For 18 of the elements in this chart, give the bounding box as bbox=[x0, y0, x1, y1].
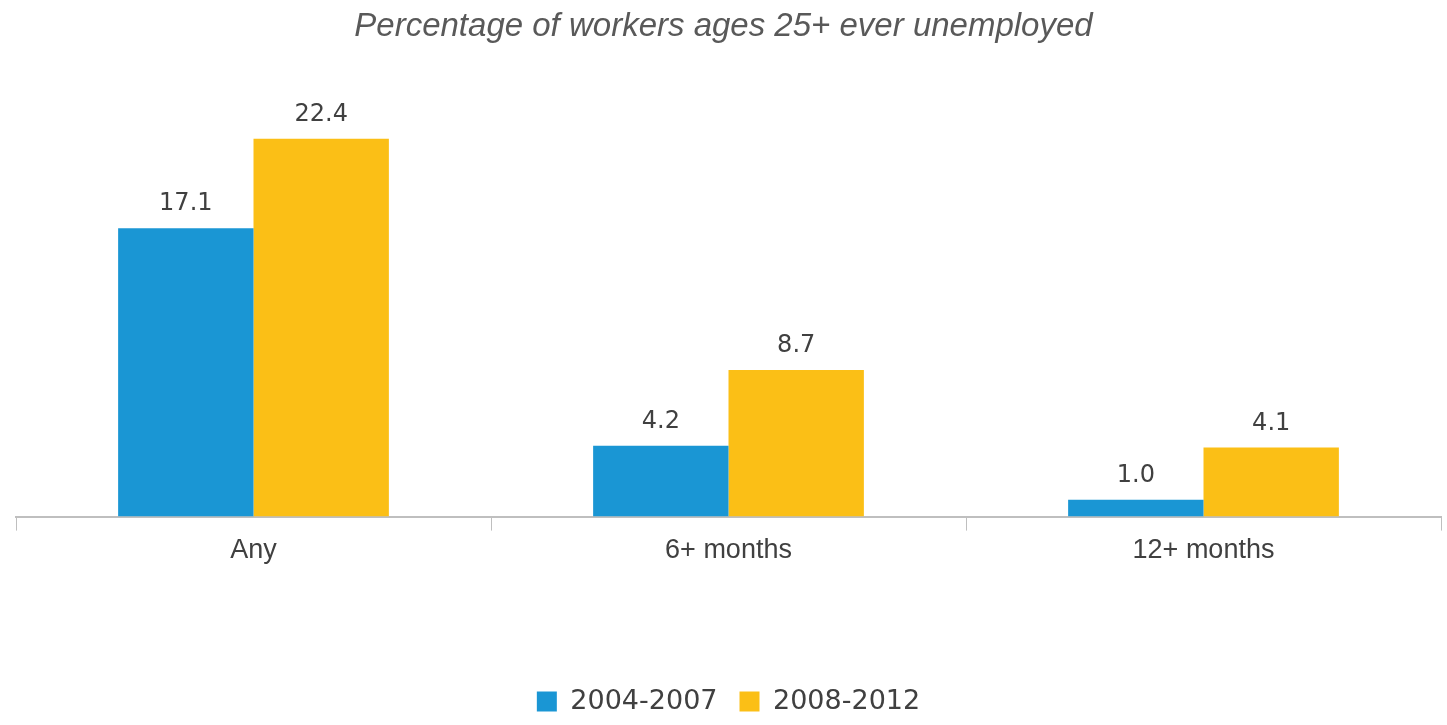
data-label: 22.4 bbox=[294, 99, 348, 128]
bar bbox=[593, 445, 729, 517]
legend-label: 2004-2007 bbox=[570, 683, 718, 715]
data-label: 1.0 bbox=[1116, 459, 1155, 488]
data-label: 4.2 bbox=[641, 406, 680, 435]
legend-label: 2008-2012 bbox=[773, 683, 921, 715]
bar bbox=[1203, 447, 1339, 517]
bar bbox=[1068, 499, 1204, 517]
bar bbox=[253, 138, 389, 517]
data-label: 8.7 bbox=[777, 330, 816, 359]
x-tick-label: Any bbox=[230, 534, 278, 565]
chart-title: Percentage of workers ages 25+ ever unemployed bbox=[353, 6, 1095, 44]
data-label: 4.1 bbox=[1252, 407, 1291, 436]
bar bbox=[728, 369, 864, 517]
x-tick-label: 12+ months bbox=[1132, 534, 1275, 565]
bar bbox=[118, 228, 254, 517]
x-tick-label: 6+ months bbox=[665, 534, 792, 565]
data-label: 17.1 bbox=[159, 188, 213, 217]
